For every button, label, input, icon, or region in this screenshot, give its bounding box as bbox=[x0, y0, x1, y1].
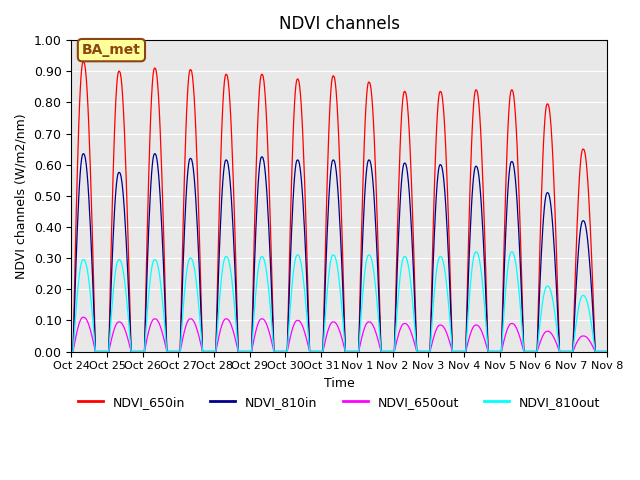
NDVI_810out bbox=[415, 348, 423, 354]
NDVI_810in bbox=[79, 151, 87, 156]
NDVI_810out bbox=[321, 317, 329, 323]
NDVI_650out bbox=[169, 348, 177, 354]
NDVI_810out bbox=[182, 276, 189, 281]
X-axis label: Time: Time bbox=[324, 377, 355, 390]
Line: NDVI_650out: NDVI_650out bbox=[71, 317, 607, 351]
NDVI_650in bbox=[147, 127, 154, 133]
NDVI_810in bbox=[322, 265, 330, 271]
NDVI_810in bbox=[603, 348, 611, 354]
NDVI_810out bbox=[291, 258, 299, 264]
NDVI_810in bbox=[147, 194, 154, 200]
NDVI_650out bbox=[79, 314, 87, 320]
Text: BA_met: BA_met bbox=[82, 43, 141, 57]
NDVI_650out bbox=[67, 348, 75, 354]
Line: NDVI_810in: NDVI_810in bbox=[71, 154, 607, 351]
NDVI_650in bbox=[322, 229, 330, 235]
NDVI_810in bbox=[292, 162, 300, 168]
NDVI_650out bbox=[292, 318, 300, 324]
NDVI_650out bbox=[322, 336, 330, 342]
NDVI_810out bbox=[168, 348, 175, 354]
Line: NDVI_650in: NDVI_650in bbox=[71, 62, 607, 351]
NDVI_810in bbox=[67, 348, 75, 354]
NDVI_650in bbox=[603, 348, 611, 354]
Title: NDVI channels: NDVI channels bbox=[278, 15, 399, 33]
NDVI_650in bbox=[67, 348, 75, 354]
NDVI_650out bbox=[603, 348, 611, 354]
Y-axis label: NDVI channels (W/m2/nm): NDVI channels (W/m2/nm) bbox=[15, 113, 28, 278]
NDVI_810in bbox=[417, 348, 424, 354]
NDVI_810out bbox=[603, 348, 611, 354]
NDVI_810out bbox=[472, 249, 479, 255]
NDVI_810out bbox=[146, 284, 154, 289]
Legend: NDVI_650in, NDVI_810in, NDVI_650out, NDVI_810out: NDVI_650in, NDVI_810in, NDVI_650out, NDV… bbox=[73, 391, 605, 414]
NDVI_650out bbox=[147, 323, 154, 329]
Line: NDVI_810out: NDVI_810out bbox=[71, 252, 607, 351]
NDVI_650in bbox=[79, 59, 87, 65]
NDVI_650in bbox=[292, 83, 300, 89]
NDVI_810in bbox=[169, 348, 177, 354]
NDVI_650out bbox=[183, 321, 191, 327]
NDVI_650out bbox=[417, 348, 424, 354]
NDVI_810out bbox=[67, 348, 75, 354]
NDVI_650in bbox=[417, 348, 424, 354]
NDVI_810in bbox=[183, 185, 191, 191]
NDVI_650in bbox=[183, 110, 191, 116]
NDVI_650in bbox=[169, 348, 177, 354]
